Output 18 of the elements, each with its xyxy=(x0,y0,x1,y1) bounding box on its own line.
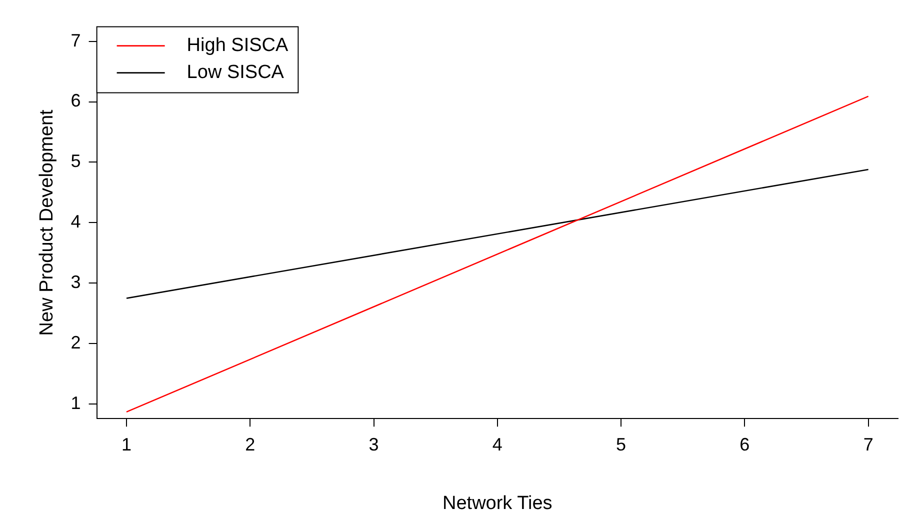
x-tick-label: 5 xyxy=(616,434,626,454)
y-tick-label: 2 xyxy=(70,332,81,353)
y-tick-label: 3 xyxy=(70,272,81,292)
y-tick-label: 6 xyxy=(70,90,81,111)
x-tick-label: 2 xyxy=(245,434,256,454)
x-tick-label: 1 xyxy=(121,434,132,454)
legend-label: High SISCA xyxy=(186,35,289,56)
legend-label: Low SISCA xyxy=(186,62,284,84)
y-tick-label: 5 xyxy=(70,151,81,172)
x-tick-label: 3 xyxy=(368,434,379,454)
y-tick-label: 4 xyxy=(70,212,81,232)
x-axis-title: Network Ties xyxy=(442,492,552,514)
x-tick-label: 7 xyxy=(863,434,874,454)
x-tick-label: 6 xyxy=(740,434,750,454)
y-tick-label: 7 xyxy=(70,30,81,50)
y-tick-label: 1 xyxy=(70,393,81,414)
y-axis-title: New Product Development xyxy=(36,108,58,336)
x-tick-label: 4 xyxy=(492,434,502,454)
